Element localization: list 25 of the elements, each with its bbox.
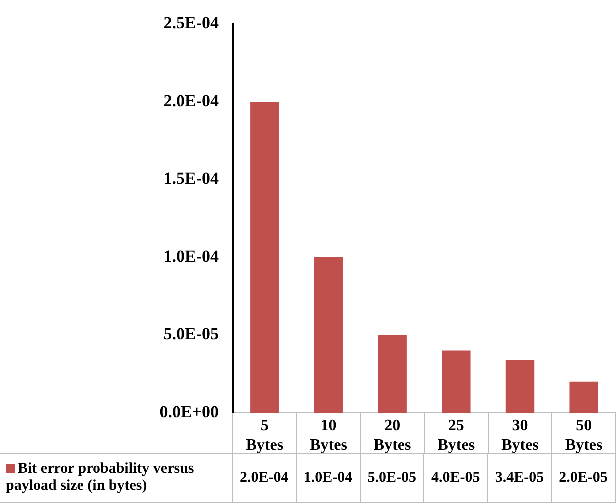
x-tick-label: 10 Bytes xyxy=(310,418,348,454)
data-label: 2.0E-05 xyxy=(552,454,616,502)
x-tick-label: 20 Bytes xyxy=(374,418,412,454)
x-tick-label: 30 Bytes xyxy=(502,418,539,454)
y-tick-label: 0.0E+00 xyxy=(160,402,219,422)
data-label: 4.0E-05 xyxy=(424,454,488,502)
bar xyxy=(570,382,598,413)
data-label: 1.0E-04 xyxy=(296,454,360,502)
data-label: 3.4E-05 xyxy=(488,454,552,502)
x-tick-label: 25 Bytes xyxy=(438,418,476,454)
y-tick-label: 1.0E-04 xyxy=(164,246,220,266)
bar xyxy=(314,257,344,413)
y-tick-label: 2.0E-04 xyxy=(164,91,220,110)
bar xyxy=(442,350,471,413)
bar xyxy=(378,335,407,413)
x-tick-label: 5 Bytes xyxy=(246,418,284,454)
legend-label: Bit error probability versus payload size (in bytes) xyxy=(0,454,232,502)
data-label: 5.0E-05 xyxy=(360,454,424,502)
y-tick-label: 5.0E-05 xyxy=(164,324,219,344)
y-tick-label: 1.5E-04 xyxy=(164,169,220,188)
y-tick-label: 2.5E-04 xyxy=(164,14,220,33)
data-label: 2.0E-04 xyxy=(232,454,296,502)
bar xyxy=(250,102,280,413)
x-tick-label: 50 Bytes xyxy=(565,418,603,454)
bar xyxy=(506,360,535,413)
